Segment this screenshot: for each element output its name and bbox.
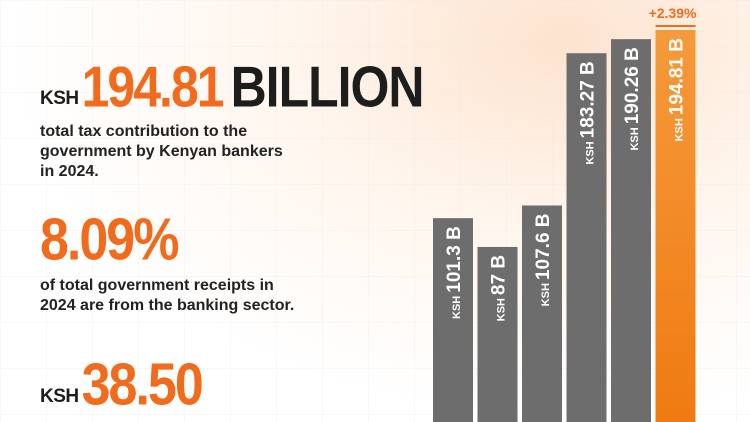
stat-headline: 8.09% <box>40 207 310 274</box>
bar-value-label: KSH 87 B <box>489 255 510 321</box>
stat-value: 8.09% <box>40 206 179 274</box>
stat-value: 38.50 <box>81 351 204 419</box>
bar-value-label: KSH 183.27 B <box>578 61 599 164</box>
bar-3 <box>566 53 607 422</box>
currency-prefix: KSH <box>40 88 79 109</box>
bar-value-label: KSH 101.3 B <box>444 226 465 319</box>
stat-tax-contribution: KSH 194.81 BILLION total tax contributio… <box>40 55 425 182</box>
currency-prefix: KSH <box>40 386 79 407</box>
bar-2 <box>522 205 562 422</box>
stat-description: total tax contribution to the government… <box>40 123 283 180</box>
stat-description: of total government receipts in 2024 are… <box>40 277 295 314</box>
bar-1 <box>477 246 518 422</box>
bar-value-label: KSH 107.6 B <box>533 213 554 306</box>
bar-value-label: KSH 190.26 B <box>622 47 643 150</box>
bar-5 <box>655 30 696 422</box>
growth-annotation: +2.39% <box>649 5 697 21</box>
stat-headline: KSH 194.81 BILLION <box>40 55 425 119</box>
bar-value-label: KSH 194.81 B <box>667 38 688 141</box>
stat-value: 194.81 <box>81 54 225 120</box>
bar-0 <box>433 218 473 422</box>
stat-third: KSH 38.50 <box>40 352 204 419</box>
bar-4 <box>611 39 651 422</box>
stat-headline: KSH 38.50 <box>40 352 204 419</box>
stat-receipts-share: 8.09% of total government receipts in 20… <box>40 207 310 316</box>
stat-unit: BILLION <box>230 54 425 120</box>
